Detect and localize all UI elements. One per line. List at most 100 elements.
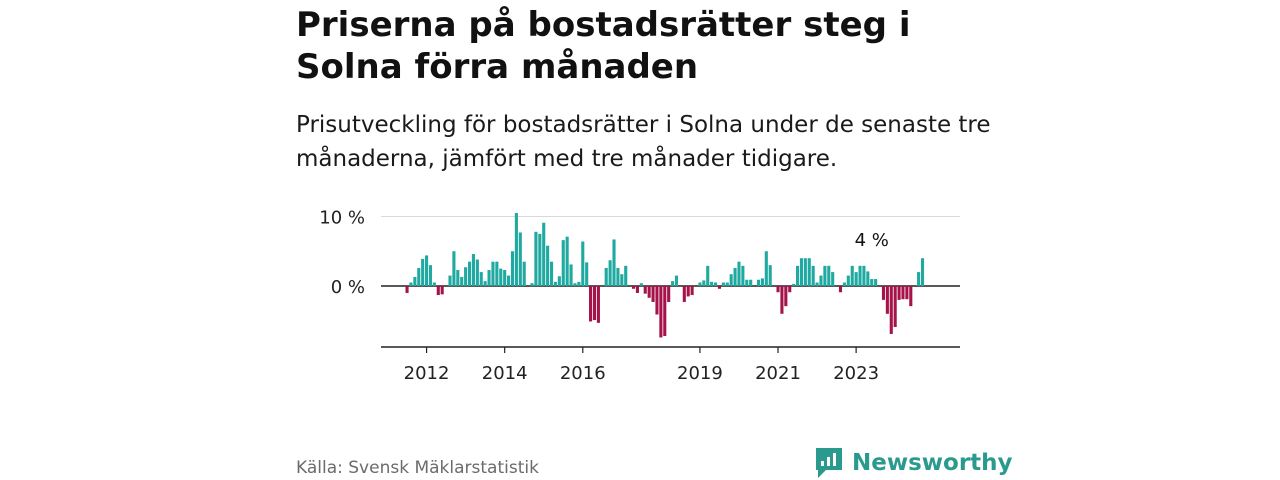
bar-chart: 10 % 0 % 2012 2014 2016 2019 2021 2023 4 %: [319, 208, 960, 385]
bar: [518, 232, 522, 287]
bar: [483, 281, 487, 286]
bar: [495, 261, 499, 286]
bar: [788, 286, 792, 293]
bar: [464, 267, 468, 287]
bar: [811, 265, 815, 287]
bar: [909, 286, 913, 307]
bar: [616, 267, 620, 286]
bar: [651, 286, 655, 302]
chart-subtitle: Prisutveckling för bostadsrätter i Solna…: [296, 112, 991, 172]
bar: [635, 286, 639, 293]
bar: [831, 272, 835, 286]
bar: [710, 281, 714, 286]
bar: [425, 255, 429, 286]
bar: [663, 286, 667, 337]
x-tick-label: 2019: [677, 363, 723, 384]
bar: [807, 258, 811, 286]
bar: [686, 286, 690, 297]
y-tick-label: 0 %: [331, 277, 365, 298]
bar: [631, 286, 636, 289]
bar: [760, 278, 764, 287]
bar: [639, 283, 643, 286]
gridlines: [381, 216, 960, 287]
bar: [487, 270, 491, 286]
axis-labels: 10 % 0 % 2012 2014 2016 2019 2021 2023 4 %: [319, 208, 889, 385]
bar: [589, 286, 593, 322]
bar: [655, 286, 659, 315]
bar: [409, 282, 413, 286]
bar: [881, 286, 886, 300]
bar: [471, 254, 475, 286]
x-tick-label: 2021: [755, 363, 801, 384]
bar: [917, 272, 921, 286]
bar: [764, 251, 768, 286]
bar: [897, 286, 901, 300]
x-tick-label: 2012: [404, 363, 450, 384]
bar: [741, 265, 745, 287]
bar: [745, 279, 749, 286]
bar: [592, 286, 597, 321]
newsworthy-logo-icon: [816, 448, 842, 478]
bar: [674, 275, 679, 286]
bar: [549, 261, 554, 286]
bar: [514, 213, 518, 286]
bar: [491, 261, 495, 286]
bar: [659, 286, 663, 338]
bar: [846, 275, 850, 286]
bar: [862, 265, 866, 287]
bar: [557, 276, 561, 286]
bar: [542, 222, 546, 286]
bars: [405, 213, 925, 338]
bar: [874, 279, 878, 286]
bar: [585, 262, 589, 286]
bar: [569, 264, 573, 286]
bar: [842, 282, 846, 286]
bar: [499, 268, 503, 287]
bar: [866, 271, 870, 286]
bar: [405, 286, 409, 293]
bar: [920, 258, 925, 286]
bar: [796, 265, 800, 287]
bar: [608, 260, 612, 286]
bar: [714, 282, 718, 286]
bar: [717, 286, 721, 289]
bar: [838, 286, 843, 293]
bar: [573, 283, 577, 286]
bar: [460, 276, 464, 286]
last-value-annotation: 4 %: [855, 230, 889, 251]
brand-name: Newsworthy: [852, 450, 1013, 476]
bar: [671, 281, 675, 286]
bar: [467, 261, 472, 286]
bar: [749, 279, 753, 286]
bar: [432, 282, 436, 286]
bar: [721, 282, 725, 286]
bar: [768, 265, 772, 286]
bar: [417, 267, 421, 286]
bar: [604, 267, 608, 286]
bar: [534, 231, 538, 286]
bar: [620, 274, 624, 286]
bar: [475, 259, 479, 286]
bar: [682, 286, 686, 302]
bar: [737, 261, 741, 286]
bar: [803, 258, 807, 286]
bar: [565, 236, 569, 286]
bar: [448, 275, 452, 286]
bar: [702, 280, 706, 286]
bar: [522, 261, 526, 286]
bar: [647, 286, 651, 298]
bar: [776, 286, 780, 293]
bar: [538, 233, 542, 287]
bar: [827, 265, 831, 287]
source-note: Källa: Svensk Mäklarstatistik: [296, 458, 539, 478]
bar: [413, 276, 417, 286]
bar: [667, 286, 671, 302]
bar: [546, 245, 550, 286]
bar: [725, 282, 729, 286]
bar: [885, 286, 889, 314]
bar: [792, 283, 796, 286]
x-tick-label: 2023: [833, 363, 879, 384]
bar: [561, 240, 565, 286]
bar: [729, 274, 733, 286]
bar: [456, 270, 460, 286]
